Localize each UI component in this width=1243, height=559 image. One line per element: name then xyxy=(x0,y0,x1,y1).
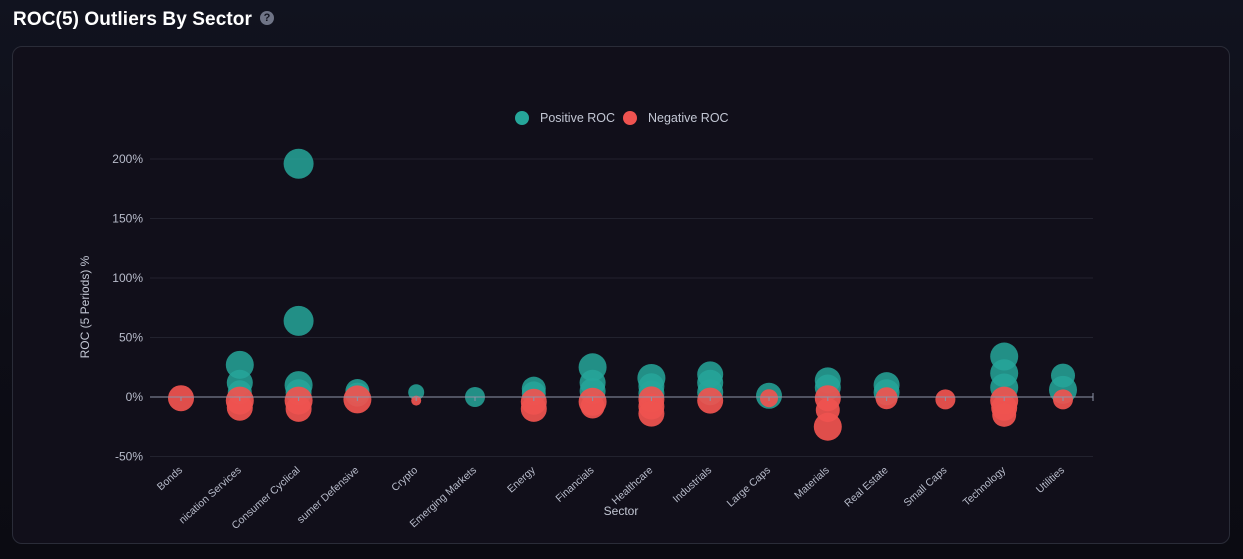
negative-roc-point xyxy=(226,394,253,421)
negative-roc-point xyxy=(992,402,1017,427)
y-axis-title: ROC (5 Periods) % xyxy=(78,255,92,358)
y-tick-label: 50% xyxy=(119,331,143,345)
x-tick-label: nication Services xyxy=(177,464,244,526)
legend-label: Negative ROC xyxy=(648,111,729,125)
x-tick-label: Bonds xyxy=(155,464,185,493)
help-icon[interactable]: ? xyxy=(260,11,274,25)
legend-marker xyxy=(623,111,637,125)
positive-roc-point xyxy=(408,384,425,401)
x-tick-label: Small Caps xyxy=(901,464,949,509)
negative-roc-point xyxy=(520,395,547,422)
legend-marker xyxy=(515,111,529,125)
negative-roc-point xyxy=(638,400,665,427)
legend-positive[interactable]: Positive ROC xyxy=(515,111,615,125)
y-tick-label: 100% xyxy=(112,271,143,285)
positive-roc-point xyxy=(283,148,314,179)
x-tick-label: Technology xyxy=(961,464,1009,509)
x-tick-label: Healthcare xyxy=(610,464,656,507)
legend-negative[interactable]: Negative ROC xyxy=(623,111,729,125)
y-tick-label: 0% xyxy=(126,390,144,404)
x-axis-title: Sector xyxy=(604,504,639,518)
positive-roc-point xyxy=(283,305,314,336)
negative-roc-point xyxy=(813,412,842,441)
x-tick-label: Utilities xyxy=(1034,464,1067,496)
chart-card xyxy=(12,46,1230,544)
x-tick-label: Real Estate xyxy=(842,464,890,509)
x-tick-label: Industrials xyxy=(671,464,715,505)
point-layer xyxy=(168,148,1077,441)
x-tick-label: Materials xyxy=(792,464,832,501)
chart-header: ROC(5) Outliers By Sector ? xyxy=(13,6,274,34)
negative-roc-point xyxy=(285,395,312,422)
y-tick-label: 200% xyxy=(112,152,143,166)
legend[interactable]: Positive ROC Negative ROC xyxy=(515,111,729,125)
x-tick-label: sumer Defensive xyxy=(295,464,362,526)
x-tick-label: Large Caps xyxy=(725,464,773,509)
x-tick-label: Crypto xyxy=(389,464,420,494)
y-tick-label: 150% xyxy=(112,212,143,226)
x-tick-label: Energy xyxy=(505,464,538,496)
x-tick-label: Financials xyxy=(553,464,596,505)
y-tick-label: -50% xyxy=(115,450,143,464)
legend-label: Positive ROC xyxy=(540,111,615,125)
page-title: ROC(5) Outliers By Sector xyxy=(13,9,252,30)
negative-roc-point xyxy=(580,394,605,419)
